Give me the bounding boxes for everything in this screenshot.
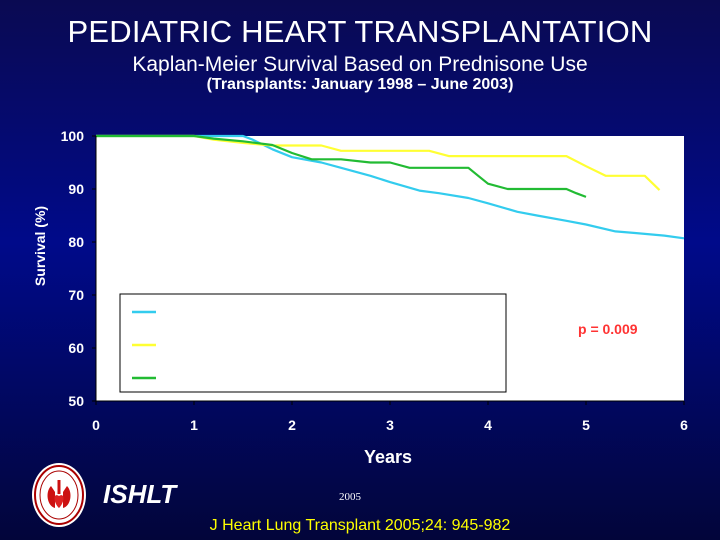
x-tick-label: 5 [582, 417, 590, 433]
legend-label-3: Prednisone at discharge/not at 1 year (N… [164, 371, 442, 385]
x-tick-label: 2 [288, 417, 296, 433]
x-tick-label: 4 [484, 417, 492, 433]
ishlt-seal-logo [32, 463, 86, 527]
p-value-annotation: p = 0.009 [578, 321, 638, 337]
y-tick-label: 60 [68, 340, 84, 356]
series-line-2 [96, 134, 661, 191]
legend-label-2: No Prednisone at discharge or at 1 year … [164, 338, 455, 352]
slide-title: PEDIATRIC HEART TRANSPLANTATION [67, 14, 653, 49]
y-tick-label: 90 [68, 181, 84, 197]
y-tick-label: 50 [68, 393, 84, 409]
citation: J Heart Lung Transplant 2005;24: 945-982 [209, 517, 511, 534]
y-axis-label: Survival (%) [32, 206, 48, 286]
y-tick-label: 100 [61, 128, 85, 144]
legend-box [119, 293, 507, 393]
x-tick-label: 0 [92, 417, 100, 433]
slide-date-range: (Transplants: January 1998 – June 2003) [206, 76, 514, 93]
series-line-3 [96, 134, 587, 198]
org-name: ISHLT [103, 479, 177, 509]
y-tick-label: 80 [68, 234, 84, 250]
publication-year: 2005 [339, 491, 361, 503]
x-axis-label: Years [364, 447, 412, 467]
y-tick-label: 70 [68, 287, 84, 303]
x-tick-label: 1 [190, 417, 198, 433]
legend-label-1: Prednisone use at discharge and 1 year (… [164, 305, 455, 319]
x-tick-label: 3 [386, 417, 394, 433]
slide-subtitle: Kaplan-Meier Survival Based on Prednison… [132, 53, 588, 76]
x-tick-label: 6 [680, 417, 688, 433]
series-line-1 [96, 134, 685, 240]
